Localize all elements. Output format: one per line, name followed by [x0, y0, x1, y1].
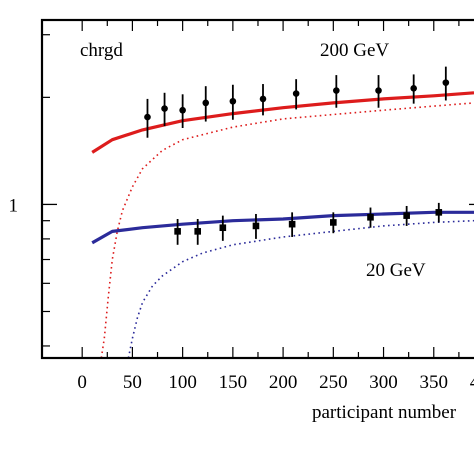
data-point-4-6 — [292, 90, 300, 97]
series-line-0 — [91, 91, 474, 154]
data-point-5-1 — [194, 228, 202, 235]
plot-area — [91, 66, 474, 358]
x-tick-label-200: 200 — [269, 372, 298, 393]
data-point-4-0 — [144, 113, 151, 121]
data-point-5-6 — [367, 214, 374, 221]
data-point-4-3 — [202, 99, 210, 107]
data-point-5-5 — [330, 219, 337, 226]
series-line-1 — [100, 102, 474, 358]
data-point-4-7 — [333, 87, 340, 94]
x-tick-label-50: 50 — [123, 372, 142, 393]
x-tick-label-350: 350 — [420, 372, 449, 393]
x-axis-title: participant number — [312, 402, 457, 423]
data-point-5-7 — [403, 212, 410, 219]
data-point-4-10 — [442, 79, 450, 86]
annotation-20-gev: 20 GeV — [366, 260, 426, 281]
data-point-4-2 — [179, 106, 186, 114]
data-point-4-5 — [259, 95, 267, 103]
x-tick-label-150: 150 — [219, 372, 248, 393]
x-tick-label-300: 300 — [369, 372, 398, 393]
x-tick-label-100: 100 — [168, 372, 197, 393]
data-point-5-3 — [252, 222, 260, 230]
data-point-4-4 — [229, 97, 237, 105]
x-tick-label-250: 250 — [319, 372, 348, 393]
series-line-3 — [127, 219, 474, 358]
data-point-4-9 — [410, 85, 417, 92]
x-tick-label-400: 400 — [470, 372, 474, 393]
data-point-5-4 — [288, 220, 296, 228]
data-point-4-1 — [161, 105, 168, 112]
annotation-chrgd: chrgd — [80, 40, 123, 61]
data-point-4-8 — [375, 87, 382, 94]
plot-frame — [40, 18, 474, 360]
data-point-5-2 — [219, 224, 227, 232]
series-line-2 — [91, 210, 474, 245]
annotation-200-gev: 200 GeV — [320, 40, 389, 61]
x-tick-label-0: 0 — [77, 372, 87, 393]
y-tick-label-1: 1 — [9, 195, 19, 216]
axis-labels: 0 50 100 150 200 250 300 350 400 1 — [9, 195, 474, 393]
data-point-5-8 — [435, 209, 443, 216]
data-point-5-0 — [174, 228, 181, 235]
axis-ticks — [42, 20, 474, 358]
